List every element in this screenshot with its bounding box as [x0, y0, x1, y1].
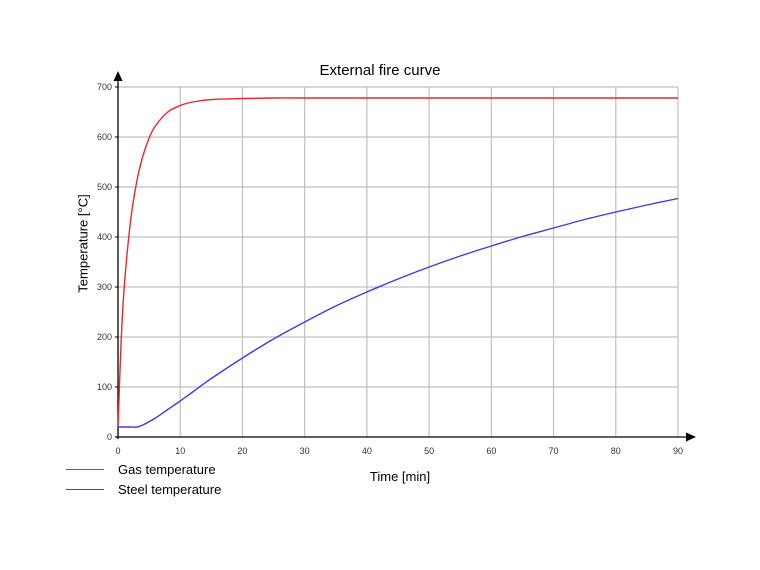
y-tick-label: 400: [97, 232, 112, 242]
x-tick-label: 80: [611, 446, 621, 456]
x-axis-label: Time [min]: [369, 469, 431, 484]
x-tick-label: 40: [362, 446, 372, 456]
y-tick-label: 700: [97, 82, 112, 92]
x-tick-label: 60: [486, 446, 496, 456]
x-tick-label: 70: [549, 446, 559, 456]
legend-label-gas: Gas temperature: [118, 461, 216, 477]
x-tick-label: 30: [300, 446, 310, 456]
x-tick-label: 10: [175, 446, 185, 456]
legend: Gas temperature Steel temperature: [66, 459, 221, 499]
y-axis-label: Temperature [°C]: [75, 194, 91, 293]
chart-title: External fire curve: [319, 62, 441, 79]
legend-swatch-steel: [66, 488, 104, 490]
legend-item-steel: Steel temperature: [66, 479, 221, 499]
steel-temperature-line: [118, 197, 679, 428]
y-tick-label: 500: [97, 182, 112, 192]
y-tick-label: 600: [97, 132, 112, 142]
gas-temperature-line: [117, 97, 678, 428]
y-tick-label: 300: [97, 282, 112, 292]
x-tick-label: 50: [424, 446, 434, 456]
legend-label-steel: Steel temperature: [118, 481, 222, 497]
y-tick-label: 200: [97, 332, 112, 342]
x-tick-label: 0: [115, 446, 120, 456]
legend-item-gas: Gas temperature: [66, 459, 221, 479]
y-tick-label: 0: [107, 432, 112, 442]
x-tick-label: 90: [673, 446, 683, 456]
y-axis-arrow-icon: [113, 71, 123, 81]
y-tick-label: 100: [97, 382, 112, 392]
x-axis-arrow-icon: [686, 432, 696, 442]
legend-swatch-gas: [66, 468, 104, 470]
x-tick-label: 20: [237, 446, 247, 456]
